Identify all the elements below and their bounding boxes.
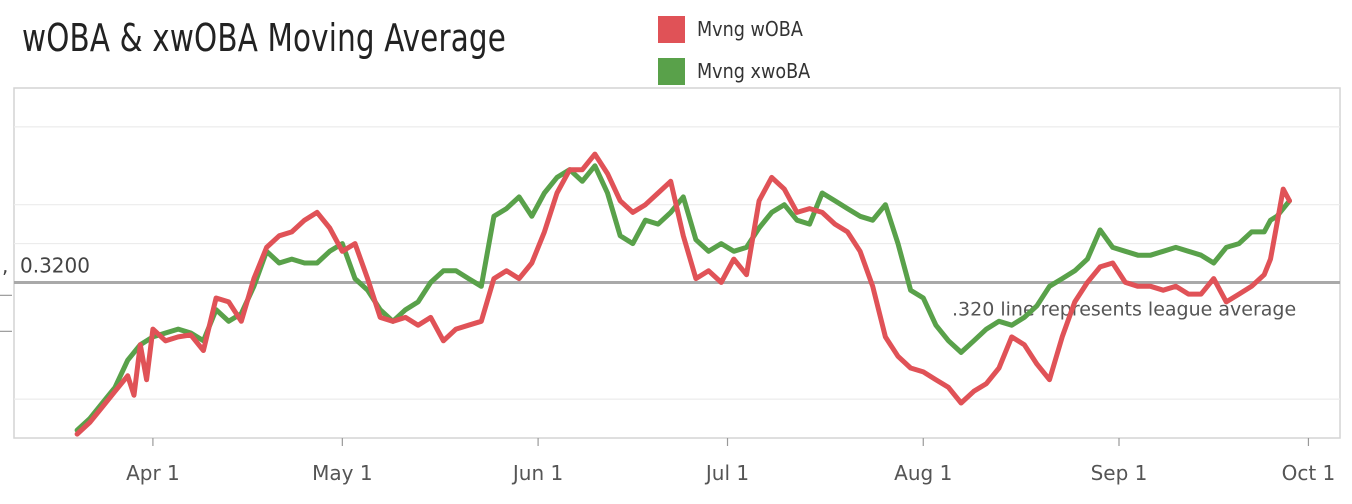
x-tick-label: Jul 1 bbox=[704, 461, 749, 485]
legend-swatch-xwoba bbox=[658, 57, 685, 85]
x-tick-label: Oct 1 bbox=[1282, 461, 1336, 485]
x-tick-label: Jun 1 bbox=[511, 461, 563, 485]
legend-item-woba[interactable]: Mvng wOBA bbox=[658, 8, 826, 50]
reference-annotation: .320 line represents league average bbox=[952, 298, 1296, 320]
chart-title: wOBA & xwOBA Moving Average bbox=[22, 16, 507, 60]
x-tick-label: May 1 bbox=[312, 461, 372, 485]
x-tick-label: Apr 1 bbox=[126, 461, 180, 485]
plot-frame bbox=[13, 87, 1341, 439]
legend-label-woba: Mvng wOBA bbox=[697, 17, 803, 41]
legend-item-xwoba[interactable]: Mvng xwoBA bbox=[658, 50, 826, 92]
x-tick-label: Sep 1 bbox=[1091, 461, 1148, 485]
series-line-xwoba bbox=[74, 163, 1292, 433]
x-tick-label: Aug 1 bbox=[894, 461, 952, 485]
legend-swatch-woba bbox=[658, 15, 685, 43]
legend-label-xwoba: Mvng xwoBA bbox=[697, 59, 811, 83]
series-line-woba bbox=[74, 151, 1292, 437]
reference-line-label: 0.3200 bbox=[20, 253, 90, 277]
chart-legend: Mvng wOBA Mvng xwoBA bbox=[658, 8, 826, 92]
y-axis-fragment: , bbox=[2, 253, 8, 277]
